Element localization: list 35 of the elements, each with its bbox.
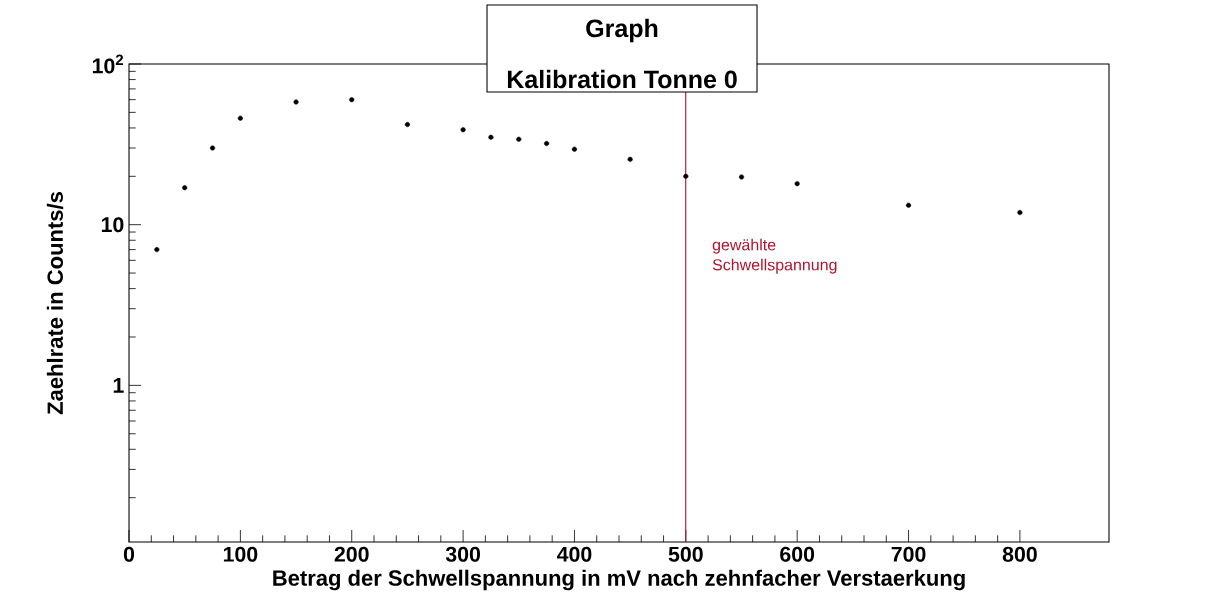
point <box>1017 210 1023 216</box>
point <box>349 97 355 103</box>
x-axis-title: Betrag der Schwellspannung in mV nach zehnfacher Verstaerkung <box>273 569 965 591</box>
chart-subtitle: Kalibration Tonne 0 <box>507 69 737 89</box>
point <box>182 185 188 191</box>
point <box>627 156 633 162</box>
point <box>571 146 577 152</box>
point <box>237 115 243 121</box>
x-tick-label: 200 <box>334 546 369 562</box>
x-tick-label: 400 <box>556 546 592 562</box>
x-tick-label: 700 <box>891 546 926 562</box>
point <box>794 181 800 187</box>
point <box>683 173 689 179</box>
point <box>544 140 550 147</box>
x-tick-label: 800 <box>1002 546 1037 562</box>
point <box>210 145 216 151</box>
y-tick-label: 1 <box>113 378 124 393</box>
point <box>293 99 299 105</box>
point <box>906 202 912 208</box>
point <box>516 136 522 142</box>
y-tick-label: 10 <box>101 217 124 233</box>
point <box>460 127 466 133</box>
point <box>154 247 160 253</box>
point <box>488 134 494 140</box>
point <box>738 174 745 180</box>
y-tick-label: 10$^{2}$ <box>92 54 124 74</box>
ref-line-label: gewählte Schwellspannung <box>712 238 837 274</box>
x-tick-label: 100 <box>223 546 258 562</box>
point <box>404 122 410 128</box>
chart-title: Graph <box>586 18 658 43</box>
y-axis-title: Zaehlrate in Counts/s <box>46 192 64 415</box>
x-tick-label: 0 <box>123 546 135 562</box>
x-tick-label: 600 <box>780 546 815 562</box>
x-tick-label: 500 <box>668 546 703 562</box>
x-tick-label: 300 <box>445 546 480 562</box>
